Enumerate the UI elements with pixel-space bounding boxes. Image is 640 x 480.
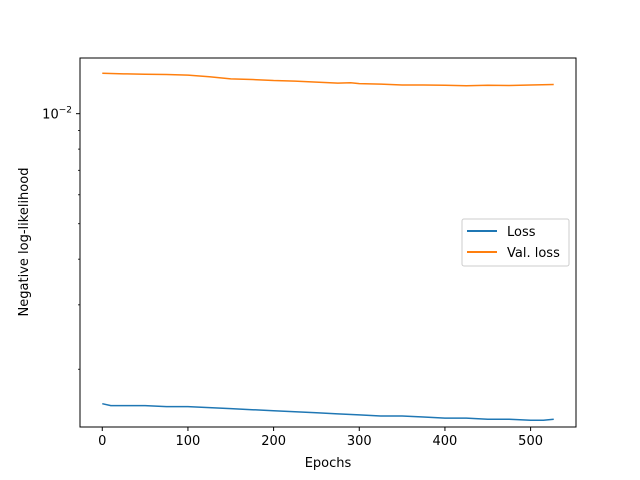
y-tick-label: 10−2 [42, 106, 72, 123]
x-tick-label: 400 [433, 434, 458, 449]
legend: Loss Val. loss [461, 218, 570, 267]
series-line-val-loss [102, 72, 554, 87]
plot-lines [102, 72, 554, 422]
series-line-loss [102, 402, 554, 422]
y-axis-label: Negative log-likelihood [17, 168, 32, 317]
plot-frame [79, 57, 577, 428]
x-tick-label: 0 [98, 434, 106, 449]
x-axis-label: Epochs [305, 456, 352, 471]
x-axis-ticks: 0 100 200 300 400 500 [98, 427, 543, 449]
x-tick-label: 200 [261, 434, 286, 449]
legend-label-val-loss: Val. loss [507, 246, 560, 261]
legend-label-loss: Loss [507, 225, 536, 240]
x-tick-label: 100 [176, 434, 201, 449]
x-tick-label: 300 [347, 434, 372, 449]
x-tick-label: 500 [518, 434, 543, 449]
